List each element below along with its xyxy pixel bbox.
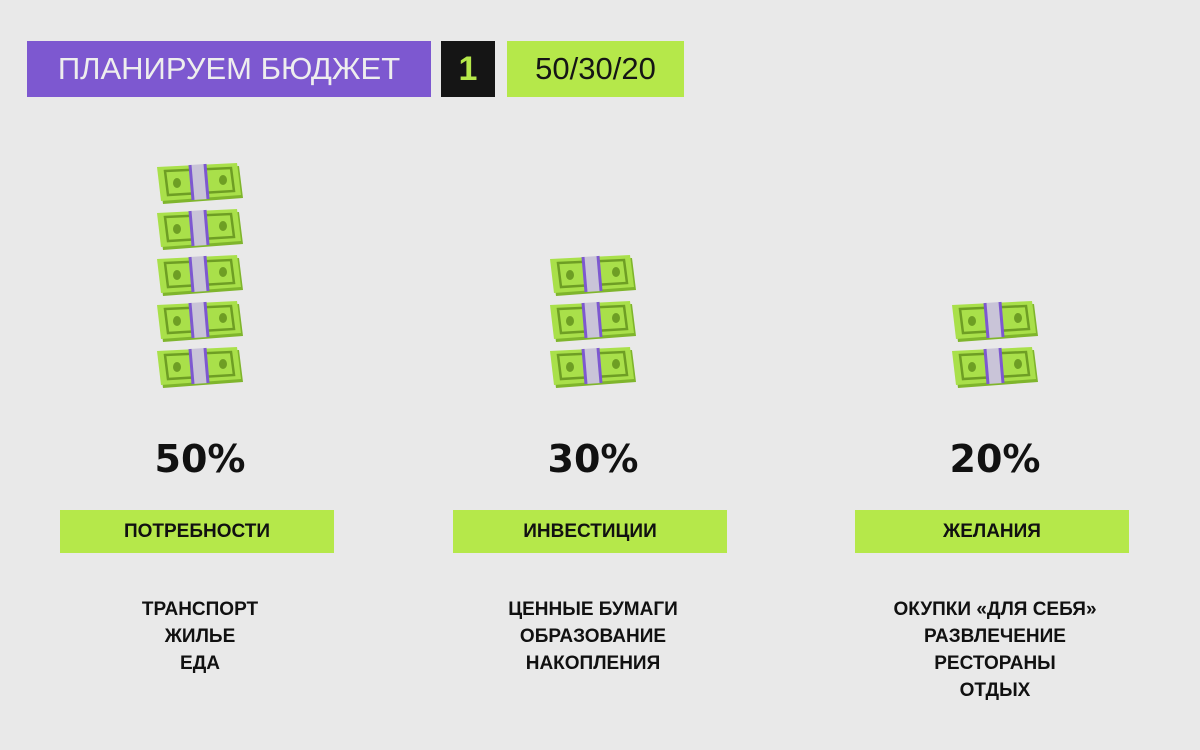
category-items: ТРАНСПОРТ ЖИЛЬЕ ЕДА <box>60 596 340 677</box>
rule-tag: 50/30/20 <box>507 41 684 97</box>
money-stack-icon <box>950 346 1040 390</box>
category-label: ЖЕЛАНИЯ <box>855 510 1129 553</box>
title-banner: ПЛАНИРУЕМ БЮДЖЕТ <box>27 41 431 97</box>
percent-value: 30% <box>547 437 639 481</box>
category-item: НАКОПЛЕНИЯ <box>525 653 661 674</box>
category-label: ПОТРЕБНОСТИ <box>60 510 334 553</box>
money-stack <box>60 160 340 390</box>
money-stack-icon <box>155 254 245 298</box>
budget-column-1: 50% ПОТРЕБНОСТИ ТРАНСПОРТ ЖИЛЬЕ ЕДА <box>60 0 340 750</box>
money-stack <box>855 298 1135 390</box>
money-stack-icon <box>548 300 638 344</box>
category-item: ОТДЫХ <box>959 680 1031 701</box>
money-stack-icon <box>155 208 245 252</box>
category-items: ЦЕННЫЕ БУМАГИ ОБРАЗОВАНИЕ НАКОПЛЕНИЯ <box>453 596 733 677</box>
budget-column-2: 30% ИНВЕСТИЦИИ ЦЕННЫЕ БУМАГИ ОБРАЗОВАНИЕ НАК… <box>453 0 733 750</box>
category-item: РАЗВЛЕЧЕНИЕ <box>924 626 1066 647</box>
money-stack <box>453 252 733 390</box>
money-stack-icon <box>548 254 638 298</box>
category-label: ИНВЕСТИЦИИ <box>453 510 727 553</box>
category-item: ЖИЛЬЕ <box>164 626 236 647</box>
money-stack-icon <box>548 346 638 390</box>
category-item: РЕСТОРАНЫ <box>934 653 1056 674</box>
category-item: ЦЕННЫЕ БУМАГИ <box>508 599 678 620</box>
slide-number: 1 <box>441 41 495 97</box>
percent-value: 50% <box>154 437 246 481</box>
money-stack-icon <box>950 300 1040 344</box>
percent-value: 20% <box>949 437 1041 481</box>
money-stack-icon <box>155 162 245 206</box>
category-item: ТРАНСПОРТ <box>141 599 259 620</box>
category-items: ОКУПКИ «ДЛЯ СЕБЯ» РАЗВЛЕЧЕНИЕ РЕСТОРАНЫ ОТД… <box>855 596 1135 704</box>
money-stack-icon <box>155 300 245 344</box>
budget-column-3: 20% ЖЕЛАНИЯ ОКУПКИ «ДЛЯ СЕБЯ» РАЗВЛЕЧЕНИЕ РЕ… <box>855 0 1135 750</box>
category-item: ОБРАЗОВАНИЕ <box>519 626 667 647</box>
category-item: ЕДА <box>180 653 220 674</box>
money-stack-icon <box>155 346 245 390</box>
category-item: ОКУПКИ «ДЛЯ СЕБЯ» <box>893 599 1097 620</box>
